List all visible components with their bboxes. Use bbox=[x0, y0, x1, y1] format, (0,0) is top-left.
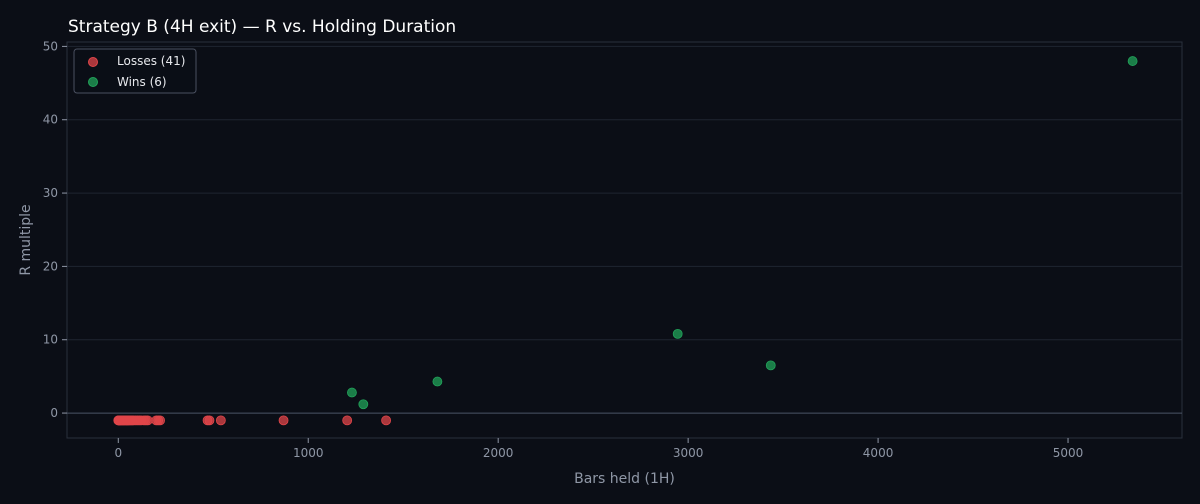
win-point bbox=[1127, 56, 1138, 66]
loss-point bbox=[114, 415, 125, 426]
plot-area bbox=[66, 41, 1183, 439]
y-tick-label: 40 bbox=[43, 113, 58, 127]
legend-marker-wins bbox=[88, 77, 98, 87]
grid-lines bbox=[67, 45, 1182, 341]
y-tick-label: 20 bbox=[43, 259, 58, 273]
win-point bbox=[347, 387, 357, 398]
legend-label-wins: Wins (6) bbox=[117, 75, 167, 89]
loss-point bbox=[204, 415, 215, 426]
loss-point bbox=[381, 415, 392, 426]
legend-label-losses: Losses (41) bbox=[117, 54, 185, 68]
y-tick-label: 50 bbox=[43, 39, 58, 53]
loss-point bbox=[342, 415, 353, 426]
x-tick-label: 5000 bbox=[1053, 446, 1084, 460]
x-axis-label: Bars held (1H) bbox=[574, 471, 675, 487]
loss-point bbox=[278, 415, 289, 426]
win-point bbox=[672, 328, 683, 339]
legend-box bbox=[73, 48, 197, 94]
x-axis-ticks: 0 1000 2000 3000 4000 5000 bbox=[114, 438, 1083, 460]
loss-point bbox=[155, 415, 165, 426]
y-tick-label: 0 bbox=[50, 406, 58, 420]
x-tick-label: 2000 bbox=[483, 446, 514, 460]
win-point bbox=[432, 376, 443, 387]
y-axis-label: R multiple bbox=[18, 204, 34, 275]
legend-marker-losses bbox=[88, 57, 98, 67]
win-point bbox=[358, 399, 369, 410]
y-tick-label: 30 bbox=[43, 186, 58, 200]
y-tick-label: 10 bbox=[43, 333, 58, 347]
legend: Losses (41) Wins (6) bbox=[73, 48, 197, 94]
loss-point bbox=[142, 415, 153, 426]
x-tick-label: 0 bbox=[114, 446, 122, 460]
x-tick-label: 4000 bbox=[863, 446, 894, 460]
x-tick-label: 3000 bbox=[673, 446, 704, 460]
x-tick-label: 1000 bbox=[293, 446, 324, 460]
data-points bbox=[113, 56, 1138, 426]
win-point bbox=[765, 360, 776, 371]
y-axis-ticks: 0 10 20 30 40 50 bbox=[43, 39, 67, 420]
chart-title: Strategy B (4H exit) — R vs. Holding Dur… bbox=[68, 17, 456, 37]
loss-point bbox=[215, 415, 226, 426]
